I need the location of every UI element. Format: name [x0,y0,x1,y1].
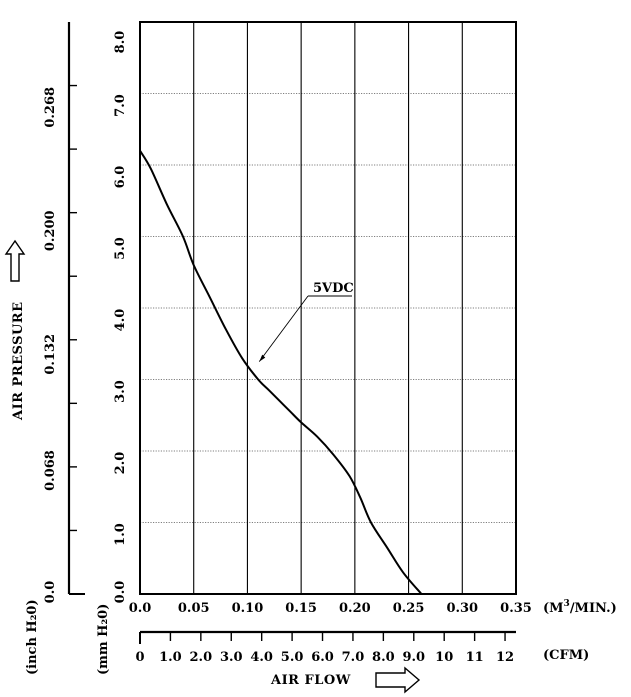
grid [140,22,516,594]
series-line-5vdc [139,150,423,595]
inch-tick-labels: 0.0 0.068 0.132 0.200 0.268 [43,87,58,603]
y-tick-label: 2.0 [113,452,128,475]
x-tick-label: 0.15 [285,601,317,616]
y-tick-labels: 0.0 1.0 2.0 3.0 4.0 5.0 6.0 7.0 8.0 [113,31,128,604]
cfm-axis-marks [169,632,506,641]
x-unit-label: (M3/MIN.) [543,599,617,616]
cfm-tick-label: 11 [466,650,484,665]
inch-tick-label: 0.200 [43,210,58,251]
y-tick-label: 0.0 [113,581,128,604]
x-tick-label: 0.0 [129,601,152,616]
x-tick-label: 0.35 [500,601,532,616]
x-tick-label: 0.20 [339,601,371,616]
y-tick-label: 1.0 [113,523,128,546]
inch-axis-marks [69,84,77,532]
inch-tick-label: 0.0 [43,581,58,604]
series-group: 5VDC [139,150,423,595]
cfm-tick-label: 5.0 [281,650,304,665]
cfm-tick-label: 10 [435,650,453,665]
y-tick-label: 8.0 [113,31,128,54]
y-tick-label: 3.0 [113,380,128,403]
label-leader-line [258,295,309,362]
cfm-tick-label: 7.0 [342,650,365,665]
cfm-tick-label: 2.0 [190,650,213,665]
series-label-5vdc: 5VDC [313,281,354,296]
x-tick-label: 0.10 [232,601,264,616]
inch-tick-label: 0.068 [43,450,58,491]
mm-unit-label: (mm H₂0) [96,604,111,675]
cfm-tick-label: 1.0 [159,650,182,665]
plot-frame [139,21,517,595]
y-tick-label: 6.0 [113,166,128,189]
inch-unit-label: (inch H₂0) [25,599,40,675]
cfm-tick-label: 0 [135,650,144,665]
x-tick-labels: 0.0 0.05 0.10 0.15 0.20 0.25 0.30 0.35 [129,601,532,616]
cfm-unit-label: (CFM) [543,648,589,663]
inch-tick-label: 0.132 [43,334,58,375]
cfm-tick-label: 4.0 [250,650,273,665]
cfm-tick-label: 12 [496,650,514,665]
y-axis-label: AIR PRESSURE [11,301,26,421]
right-arrow-icon [375,666,421,694]
cfm-tick-label: 3.0 [220,650,243,665]
cfm-tick-labels: 0 1.0 2.0 3.0 4.0 5.0 6.0 7.0 8.0 9.0 10 11 12 [135,650,514,665]
x-tick-label: 0.25 [393,601,425,616]
cfm-tick-label: 6.0 [311,650,334,665]
inch-tick-label: 0.268 [43,87,58,128]
y-tick-label: 4.0 [113,309,128,332]
x-tick-label: 0.30 [446,601,478,616]
leader-arrowhead [259,354,266,362]
y-tick-label: 7.0 [113,94,128,117]
x-tick-label: 0.05 [178,601,210,616]
x-axis-label: AIR FLOW [270,673,351,688]
y-tick-label: 5.0 [113,237,128,260]
cfm-tick-label: 8.0 [372,650,395,665]
up-arrow-icon [4,239,26,282]
cfm-tick-label: 9.0 [402,650,425,665]
